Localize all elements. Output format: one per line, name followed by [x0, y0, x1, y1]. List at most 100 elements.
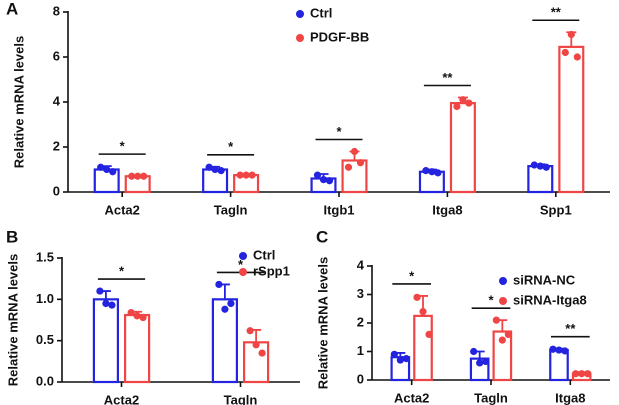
data-point: [227, 299, 235, 308]
y-tick-label: 1.0: [36, 291, 54, 306]
y-tick-label: 4: [53, 93, 61, 108]
data-point: [109, 168, 117, 176]
y-tick-label: 2: [53, 138, 60, 153]
data-point: [572, 370, 580, 378]
data-point: [453, 102, 461, 111]
data-point: [139, 313, 147, 322]
data-point: [258, 349, 266, 357]
legend-label: siRNA-NC: [513, 272, 576, 287]
legend-marker: [239, 268, 247, 276]
data-point: [140, 172, 148, 180]
significance-label: *: [336, 124, 342, 139]
y-tick-label: 4: [357, 257, 365, 272]
data-point: [476, 359, 484, 367]
significance-label: *: [409, 268, 415, 283]
data-point: [434, 169, 442, 177]
data-point: [567, 30, 575, 39]
bar: [558, 45, 585, 194]
data-point: [482, 357, 490, 366]
x-tick-label: Itgb1: [323, 202, 354, 217]
data-point: [419, 308, 427, 316]
data-point: [356, 159, 365, 167]
data-point: [425, 330, 433, 338]
data-point: [313, 171, 322, 179]
bar: [413, 314, 433, 382]
x-tick-label: Itga8: [555, 390, 585, 405]
significance-label: *: [119, 264, 125, 279]
data-point: [422, 167, 430, 175]
data-point: [103, 165, 111, 174]
data-point: [396, 356, 404, 364]
data-point: [530, 161, 538, 169]
data-point: [252, 341, 260, 349]
significance-label: **: [551, 5, 562, 20]
data-point: [492, 316, 500, 324]
data-point: [97, 163, 105, 171]
bar: [243, 341, 270, 384]
data-point: [128, 172, 136, 180]
data-point: [573, 53, 581, 61]
significance-label: *: [238, 257, 244, 272]
y-tick-label: 1.5: [36, 249, 54, 264]
legend-label: rSpp1: [253, 263, 290, 278]
bar: [92, 298, 120, 384]
y-tick-label: 8: [53, 3, 60, 18]
data-point: [578, 370, 586, 378]
bar: [527, 165, 554, 194]
data-point: [504, 330, 512, 338]
legend-marker: [499, 277, 507, 285]
legend-marker: [239, 252, 247, 260]
data-point: [215, 280, 223, 289]
y-tick-label: 1: [357, 343, 364, 358]
data-point: [96, 287, 104, 295]
legend-label: Ctrl: [310, 5, 332, 20]
data-point: [402, 355, 410, 363]
data-point: [133, 312, 141, 320]
data-point: [248, 171, 256, 179]
data-point: [428, 168, 436, 176]
data-point: [561, 347, 569, 355]
x-tick-label: Acta2: [394, 390, 429, 405]
data-point: [217, 167, 225, 175]
data-point: [350, 147, 359, 156]
data-point: [561, 48, 569, 57]
legend-label: siRNA-Itga8: [513, 292, 587, 307]
legend-label: PDGF-BB: [310, 29, 369, 44]
x-tick-label: Itga8: [432, 202, 462, 217]
panel-letter: C: [316, 227, 328, 246]
bar: [123, 313, 151, 384]
data-point: [319, 176, 328, 184]
y-tick-label: 3: [357, 286, 364, 301]
bar: [549, 348, 569, 382]
data-point: [246, 327, 254, 335]
x-tick-label: Tagln: [224, 392, 258, 405]
data-point: [542, 163, 550, 171]
significance-label: *: [120, 139, 126, 154]
data-point: [344, 163, 353, 171]
data-point: [498, 336, 506, 344]
legend-marker: [296, 34, 304, 42]
y-tick-label: 0.0: [36, 373, 54, 388]
x-tick-label: Tagln: [474, 390, 508, 405]
x-tick-label: Acta2: [104, 202, 139, 217]
data-point: [584, 370, 592, 378]
data-point: [465, 99, 473, 107]
legend-marker: [296, 10, 304, 18]
y-axis-label: Relative mRNA levels: [11, 36, 26, 168]
data-point: [325, 177, 334, 185]
data-point: [390, 350, 398, 358]
y-axis-label: Relative mRNA levels: [5, 254, 20, 386]
x-tick-label: Spp1: [540, 202, 572, 217]
significance-label: *: [488, 293, 494, 308]
panel-letter: B: [6, 227, 18, 246]
data-point: [205, 163, 213, 171]
y-axis-label: Relative mRNA levels: [315, 257, 330, 389]
y-tick-label: 2: [357, 314, 364, 329]
y-tick-label: 0: [357, 371, 364, 386]
bar: [211, 298, 238, 384]
data-point: [242, 171, 250, 179]
data-point: [221, 305, 229, 313]
x-tick-label: Tagln: [214, 202, 248, 217]
y-tick-label: 0.5: [36, 332, 54, 347]
